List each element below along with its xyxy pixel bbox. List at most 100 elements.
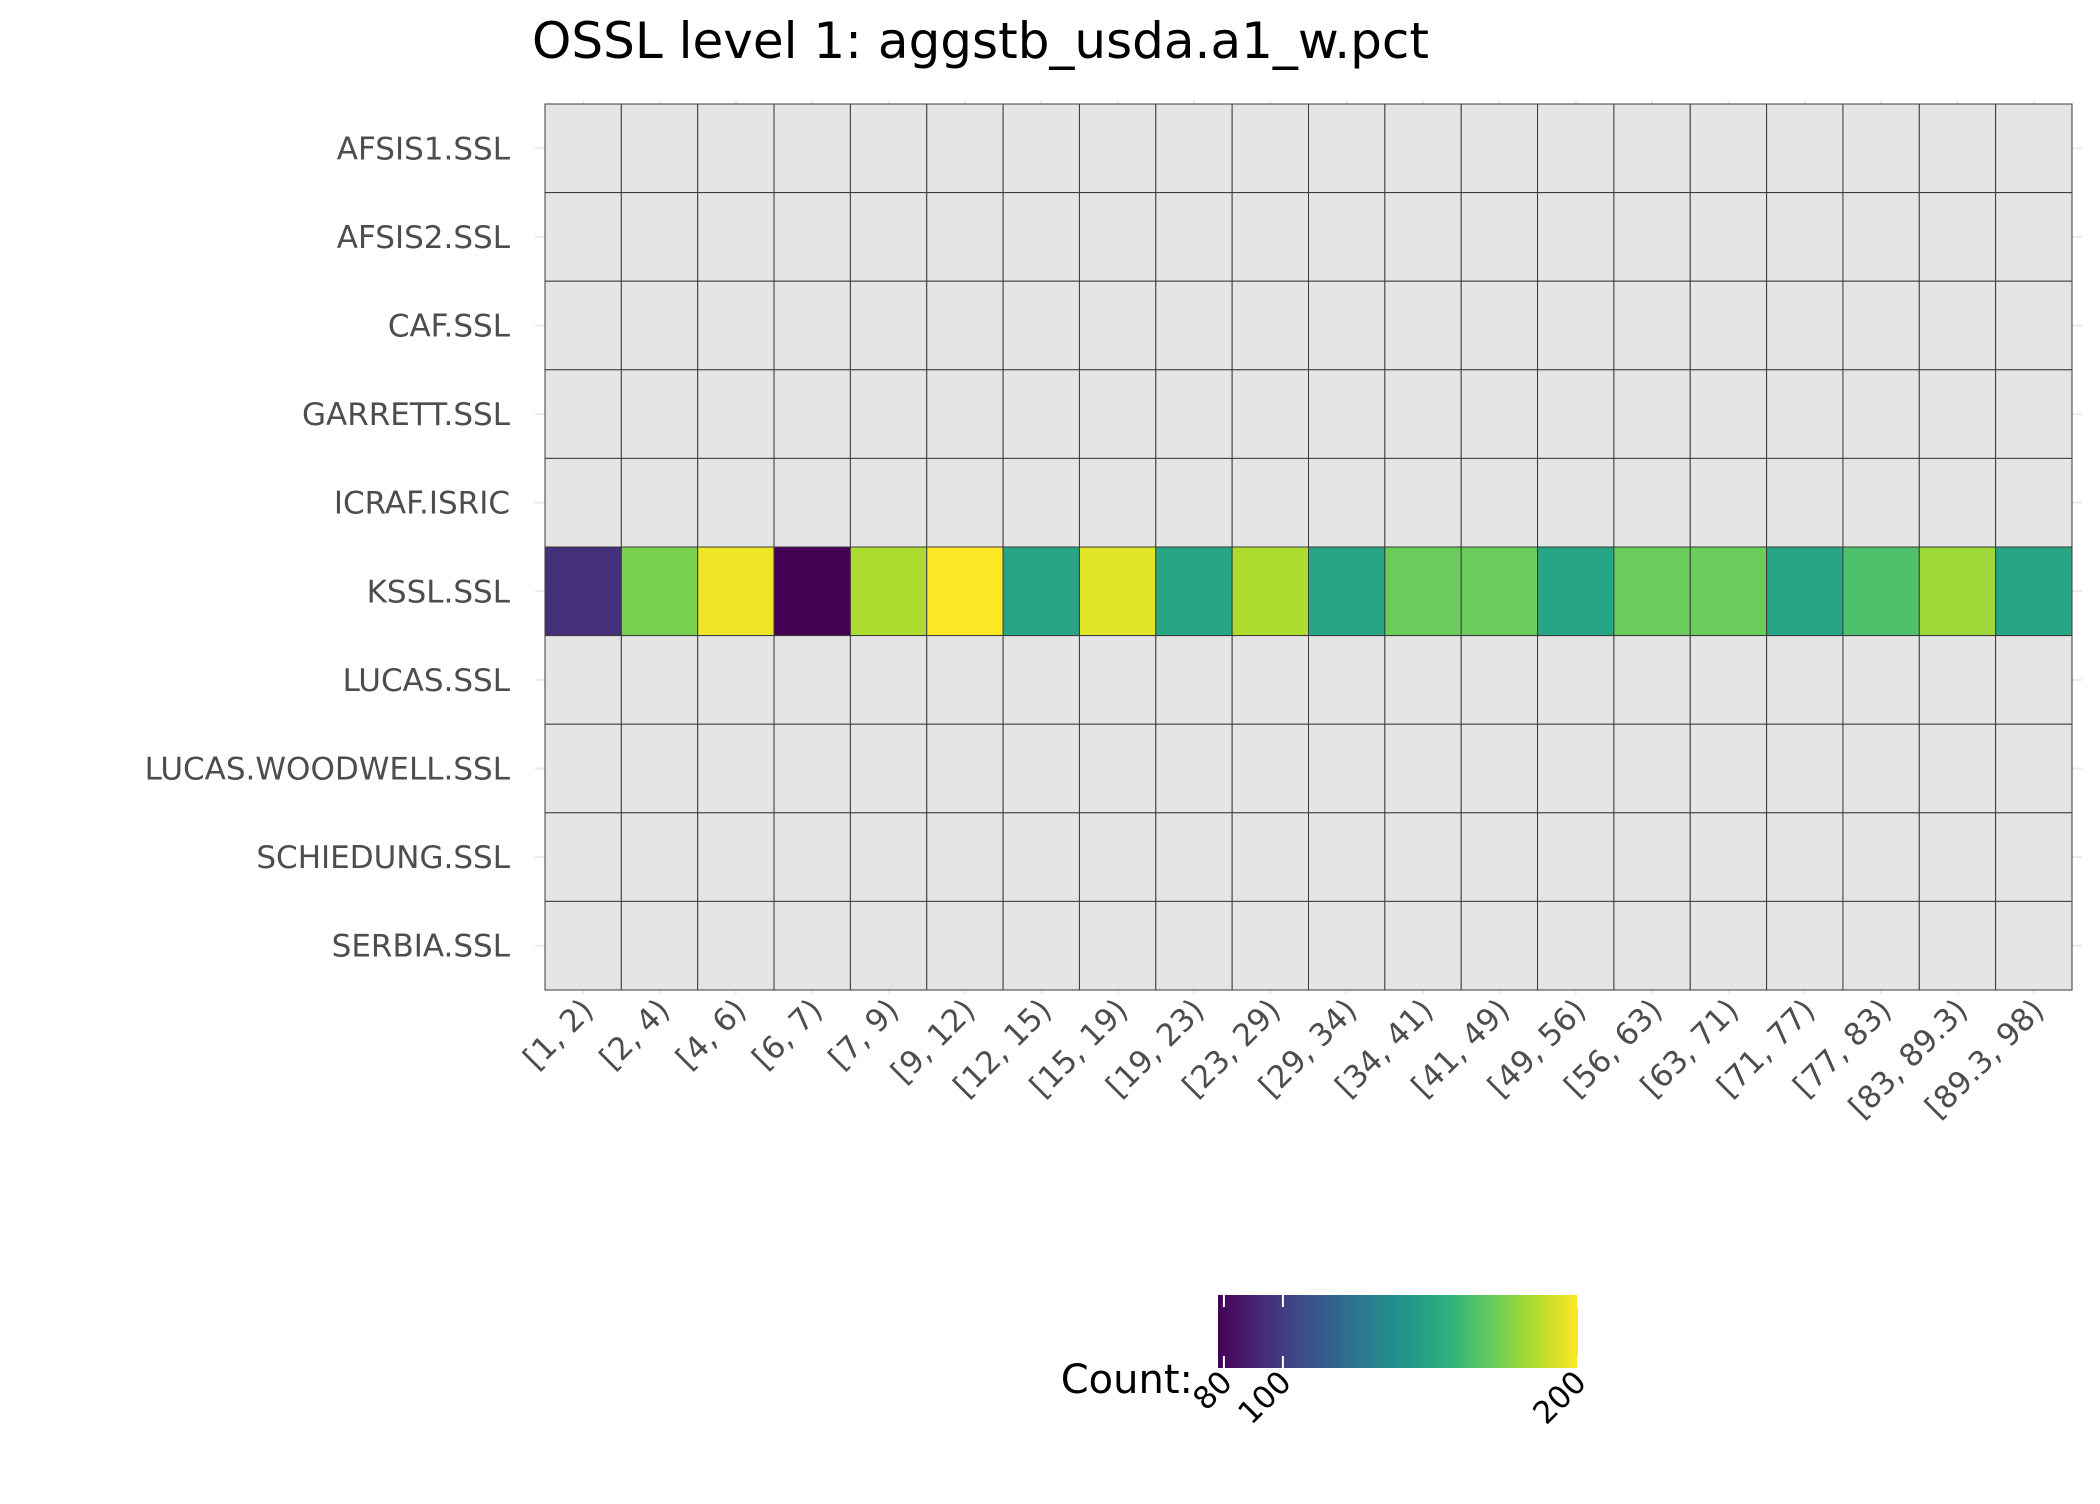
heatmap-cell-empty	[849, 280, 928, 371]
x-tick-label: [2, 4)	[593, 992, 677, 1076]
heatmap-cell-empty	[1613, 457, 1691, 548]
heatmap-cell-empty	[1308, 635, 1386, 725]
heatmap-cell-empty	[1613, 280, 1691, 371]
heatmap-cell-empty	[1995, 723, 2073, 814]
heatmap-cell-empty	[1078, 635, 1157, 725]
heatmap-cell-empty	[1002, 280, 1080, 371]
heatmap-cell-empty	[849, 812, 928, 902]
heatmap-cell-empty	[620, 457, 699, 548]
heatmap-cell-empty	[773, 635, 851, 725]
heatmap-cell-empty	[1460, 635, 1539, 725]
heatmap-cell-empty	[1384, 900, 1462, 991]
heatmap-cell-empty	[1689, 635, 1768, 725]
heatmap-cell-empty	[1537, 457, 1615, 548]
heatmap-cell	[697, 546, 775, 637]
heatmap-cell	[926, 546, 1004, 637]
heatmap-cell-empty	[1689, 723, 1768, 814]
heatmap-cell-empty	[1613, 812, 1691, 902]
heatmap-cell-empty	[1918, 723, 1997, 814]
heatmap-cell-empty	[773, 900, 851, 991]
heatmap-cell-empty	[1155, 192, 1233, 282]
heatmap-cell-empty	[1766, 280, 1844, 371]
y-axis-labels: AFSIS1.SSL AFSIS2.SSL CAF.SSL GARRETT.SSL IC…	[145, 131, 511, 964]
heatmap-cell-empty	[1155, 457, 1233, 548]
heatmap-cell-empty	[1918, 635, 1997, 725]
heatmap-cell-empty	[1231, 192, 1310, 282]
heatmap-cell	[620, 546, 699, 637]
heatmap-cell-empty	[1995, 812, 2073, 902]
heatmap-cell-empty	[773, 369, 851, 459]
heatmap-cell-empty	[1002, 103, 1080, 194]
x-tick-label: [4, 6)	[669, 992, 753, 1076]
heatmap-cell-empty	[1078, 900, 1157, 991]
heatmap-cell-empty	[849, 723, 928, 814]
heatmap-cell-empty	[1231, 812, 1310, 902]
y-tick-label: SERBIA.SSL	[332, 929, 511, 965]
heatmap-cell-empty	[544, 192, 622, 282]
heatmap-cell-empty	[697, 900, 775, 991]
heatmap-cell-empty	[1613, 900, 1691, 991]
heatmap-cell-empty	[1384, 635, 1462, 725]
heatmap-cell-empty	[1308, 280, 1386, 371]
heatmap-cell	[773, 546, 851, 637]
heatmap-cell-empty	[1689, 457, 1768, 548]
heatmap-cell-empty	[1766, 900, 1844, 991]
heatmap-cell	[1613, 546, 1691, 637]
heatmap-cell	[849, 546, 928, 637]
heatmap-cell-empty	[1231, 900, 1310, 991]
heatmap-cell	[1002, 546, 1080, 637]
heatmap-cell	[1537, 546, 1615, 637]
heatmap-cell-empty	[1308, 103, 1386, 194]
y-tick-label: SCHIEDUNG.SSL	[256, 840, 510, 876]
heatmap-cell-empty	[1002, 723, 1080, 814]
heatmap-cell-empty	[1155, 900, 1233, 991]
heatmap-cell-empty	[544, 812, 622, 902]
heatmap-cell-empty	[1537, 103, 1615, 194]
heatmap-cell-empty	[1689, 900, 1768, 991]
heatmap-cell-empty	[1613, 192, 1691, 282]
heatmap-cell	[1078, 546, 1157, 637]
heatmap-cell-empty	[926, 900, 1004, 991]
heatmap-cell	[1842, 546, 1920, 637]
heatmap-cell-empty	[1613, 103, 1691, 194]
legend-tick-label: 100	[1231, 1364, 1298, 1431]
heatmap-cell-empty	[773, 280, 851, 371]
heatmap-cell-empty	[1078, 280, 1157, 371]
legend-tick-label: 200	[1526, 1364, 1593, 1431]
heatmap-cell-empty	[1384, 723, 1462, 814]
heatmap-cell-empty	[1842, 635, 1920, 725]
heatmap-cell-empty	[620, 723, 699, 814]
heatmap-cell-empty	[1460, 723, 1539, 814]
heatmap-cell-empty	[1308, 457, 1386, 548]
heatmap-cell-empty	[1078, 812, 1157, 902]
heatmap-cell-empty	[926, 457, 1004, 548]
heatmap-cell-empty	[1995, 457, 2073, 548]
heatmap-cell-empty	[1155, 723, 1233, 814]
heatmap-cell-empty	[1918, 192, 1997, 282]
heatmap-cell-empty	[697, 280, 775, 371]
heatmap-cell-empty	[620, 369, 699, 459]
heatmap-cell-empty	[697, 457, 775, 548]
chart-title: OSSL level 1: aggstb_usda.a1_w.pct	[532, 12, 1429, 70]
heatmap-cell-empty	[1384, 457, 1462, 548]
heatmap-cell-empty	[620, 192, 699, 282]
heatmap-cell-empty	[1995, 192, 2073, 282]
heatmap-cell-empty	[1460, 457, 1539, 548]
heatmap-cell-empty	[1689, 369, 1768, 459]
heatmap-cell-empty	[773, 103, 851, 194]
heatmap-cell-empty	[773, 457, 851, 548]
heatmap-cell-empty	[620, 103, 699, 194]
heatmap-cell-empty	[1766, 635, 1844, 725]
heatmap-cell-empty	[1842, 103, 1920, 194]
heatmap-cell-empty	[926, 103, 1004, 194]
heatmap-cell-empty	[1384, 369, 1462, 459]
heatmap-cell-empty	[1155, 812, 1233, 902]
heatmap-cell-empty	[544, 900, 622, 991]
heatmap-cell-empty	[1537, 635, 1615, 725]
heatmap-cell-empty	[1078, 369, 1157, 459]
heatmap-cell-empty	[1002, 812, 1080, 902]
heatmap-cell-empty	[1613, 369, 1691, 459]
heatmap-cell-empty	[1155, 635, 1233, 725]
